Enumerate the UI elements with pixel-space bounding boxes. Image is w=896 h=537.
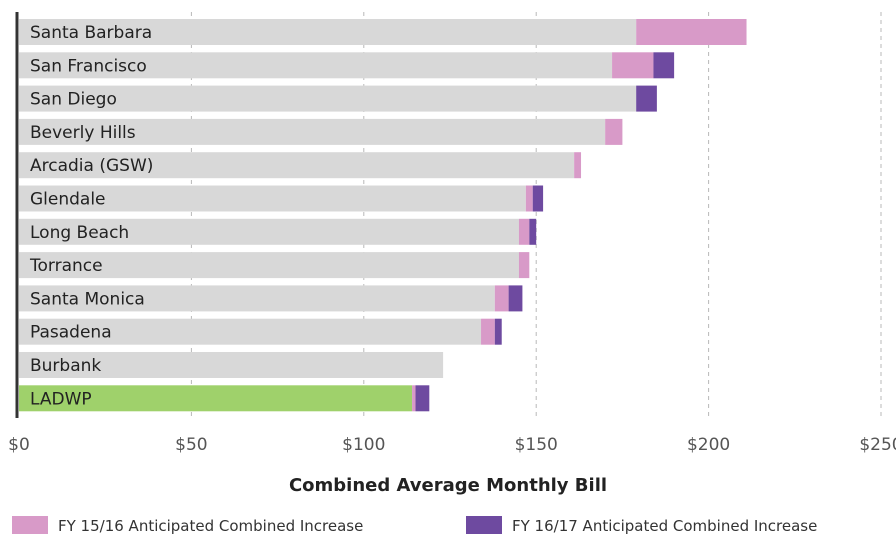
category-label: Pasadena <box>30 323 112 343</box>
bar-base <box>19 185 526 212</box>
x-axis-ticks: $0 $50 $100 $150 $200 $250 <box>8 435 896 455</box>
x-tick-label: $0 <box>8 435 30 455</box>
category-labels: Santa Barbara San Francisco San Diego Bever… <box>29 23 153 409</box>
category-label: Santa Barbara <box>30 23 152 43</box>
x-tick-label: $250 <box>859 435 896 455</box>
x-tick-label: $50 <box>175 435 207 455</box>
x-axis-title: Combined Average Monthly Bill <box>289 475 607 496</box>
legend-label: FY 15/16 Anticipated Combined Increase <box>58 517 363 535</box>
bar-base <box>19 385 413 412</box>
category-label: Burbank <box>30 356 101 376</box>
bar-base <box>19 252 519 279</box>
category-label: LADWP <box>30 389 92 409</box>
bar-segment-fy1516 <box>518 218 530 245</box>
bar-base <box>19 19 637 45</box>
bar-segment-fy1516 <box>481 318 495 345</box>
bar-segment-fy1516 <box>636 19 747 45</box>
bar-segment-fy1516 <box>612 52 654 79</box>
legend-swatch <box>466 516 502 534</box>
bar-segment-fy1516 <box>574 152 582 179</box>
bar-segment-fy1617 <box>636 85 657 112</box>
bar-base <box>19 285 495 312</box>
bar-segment-fy1516 <box>605 118 623 145</box>
category-label: Arcadia (GSW) <box>30 156 153 176</box>
category-label: Torrance <box>29 256 103 276</box>
bar-base <box>19 152 575 179</box>
bar-segment-fy1617 <box>494 318 502 345</box>
category-label: Beverly Hills <box>30 123 136 143</box>
bars <box>19 19 747 412</box>
bar-segment-fy1617 <box>653 52 675 79</box>
bar-base <box>19 85 637 112</box>
category-label: San Francisco <box>30 56 147 76</box>
bar-segment-fy1617 <box>415 385 430 412</box>
legend-swatch <box>12 516 48 534</box>
bar-segment-fy1617 <box>529 218 537 245</box>
bar-base <box>19 352 444 378</box>
bar-base <box>19 318 482 345</box>
legend: FY 15/16 Anticipated Combined Increase FY… <box>12 516 817 535</box>
bar-segment-fy1516 <box>494 285 509 312</box>
category-label: Long Beach <box>30 223 129 243</box>
legend-label: FY 16/17 Anticipated Combined Increase <box>512 517 817 535</box>
bar-base <box>19 118 606 145</box>
bar-segment-fy1617 <box>532 185 544 212</box>
category-label: Santa Monica <box>30 289 145 309</box>
x-tick-label: $150 <box>515 435 558 455</box>
bar-segment-fy1516 <box>525 185 533 212</box>
category-label: San Diego <box>30 90 117 110</box>
x-tick-label: $100 <box>342 435 385 455</box>
category-label: Glendale <box>30 190 106 210</box>
bar-base <box>19 52 613 79</box>
x-tick-label: $200 <box>687 435 730 455</box>
bar-base <box>19 218 519 245</box>
bar-segment-fy1516 <box>518 252 530 279</box>
grid-lines <box>190 12 882 418</box>
bar-segment-fy1516 <box>412 385 416 412</box>
bar-segment-fy1617 <box>508 285 523 312</box>
